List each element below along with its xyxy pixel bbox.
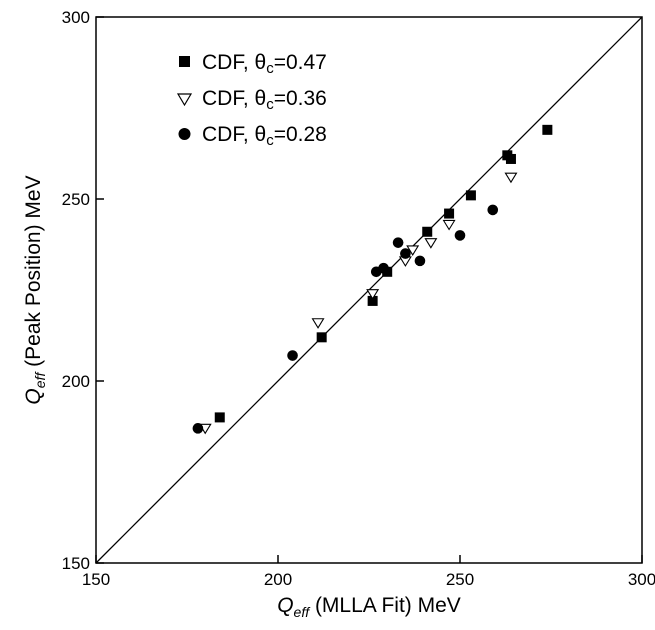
data-point-triangle (442, 219, 456, 231)
legend-label-0-suffix: =0.47 (274, 51, 327, 74)
data-point-circle (487, 204, 499, 216)
svg-text:Qeff (Peak Position) MeV: Qeff (Peak Position) MeV (22, 175, 48, 404)
data-point-square (444, 208, 455, 219)
data-point-circle (454, 230, 466, 241)
data-point-triangle (424, 238, 438, 249)
x-axis-title-text: (MLLA Fit) MeV (309, 594, 461, 617)
legend-label-1-prefix: CDF, (202, 87, 255, 110)
svg-text:CDF, θc=0.47: CDF, θc=0.47 (202, 51, 327, 77)
data-point-square (422, 226, 433, 237)
legend-label-1-theta: θ (255, 87, 267, 110)
y-axis-title-subscript: eff (32, 371, 48, 389)
y-axis-title-text: (Peak Position) MeV (22, 175, 45, 372)
legend-entry-0: CDF, θc=0.47 (179, 51, 327, 77)
svg-text:CDF, θc=0.28: CDF, θc=0.28 (202, 123, 327, 149)
x-axis-title: Qeff (MLLA Fit) MeV (277, 594, 461, 620)
y-axis-ticks: 150 200 250 300 (62, 8, 104, 573)
legend-label-1-subscript: c (266, 96, 274, 113)
y-tick-label: 200 (62, 372, 90, 391)
legend-label-0-theta: θ (255, 51, 267, 74)
x-tick-label: 300 (628, 570, 655, 589)
legend-label-2-subscript: c (266, 132, 274, 149)
legend-marker-triangle (176, 93, 193, 107)
legend-marker-square (179, 56, 190, 67)
y-axis-title: Qeff (Peak Position) MeV (22, 175, 48, 404)
data-point-square (465, 190, 476, 201)
legend-label-0-subscript: c (266, 60, 274, 77)
data-point-circle (392, 237, 404, 248)
data-point-square (367, 295, 378, 306)
svg-text:CDF, θc=0.36: CDF, θc=0.36 (202, 87, 327, 113)
plot-frame (95, 16, 643, 564)
x-tick-label: 150 (82, 570, 110, 589)
x-axis-ticks: 150 200 250 300 (82, 555, 655, 589)
x-axis-title-subscript: eff (294, 604, 312, 620)
data-point-circle (400, 248, 411, 259)
data-point-square (214, 412, 225, 423)
svg-text:Qeff (MLLA Fit) MeV: Qeff (MLLA Fit) MeV (277, 594, 461, 620)
x-axis-title-q: Q (277, 594, 293, 617)
data-point-circle (287, 350, 298, 361)
data-point-circle (192, 423, 204, 434)
legend-entry-1: CDF, θc=0.36 (176, 87, 327, 113)
data-point-triangle (311, 318, 325, 329)
legend-label-1-suffix: =0.36 (274, 87, 327, 110)
legend-label-2-theta: θ (255, 123, 267, 146)
data-point-circle (378, 262, 389, 274)
data-point-square (316, 332, 327, 343)
data-point-triangle (504, 172, 518, 184)
x-tick-label: 250 (446, 570, 474, 589)
data-point-triangle (406, 245, 420, 257)
y-tick-label: 150 (62, 554, 90, 573)
data-point-square (505, 153, 516, 164)
legend-label-2-suffix: =0.28 (274, 123, 327, 146)
legend: CDF, θc=0.47 CDF, θc=0.36 CDF, θc=0.28 (176, 51, 327, 149)
data-point-triangle (366, 289, 380, 300)
x-tick-label: 200 (264, 570, 292, 589)
data-point-circle (414, 255, 426, 267)
legend-label-0-prefix: CDF, (202, 51, 255, 74)
data-point-square (542, 124, 553, 135)
y-tick-label: 300 (62, 8, 90, 27)
y-axis-title-q: Q (22, 388, 45, 404)
data-markers (192, 124, 553, 435)
legend-entry-2: CDF, θc=0.28 (178, 123, 327, 149)
plot-area: 150 200 250 300 150 200 250 300 (62, 8, 655, 589)
legend-marker-circle (178, 128, 191, 140)
legend-label-2-prefix: CDF, (202, 123, 255, 146)
y-tick-label: 250 (62, 190, 90, 209)
